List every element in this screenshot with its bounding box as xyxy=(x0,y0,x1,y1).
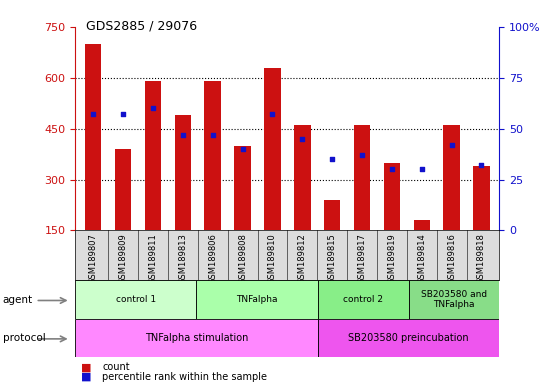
Text: SB203580 preincubation: SB203580 preincubation xyxy=(348,333,469,343)
Point xyxy=(148,105,157,111)
Text: control 1: control 1 xyxy=(116,295,156,304)
Point xyxy=(208,132,217,138)
Bar xyxy=(294,125,310,230)
Point xyxy=(447,142,456,148)
Point xyxy=(89,111,98,118)
Text: protocol: protocol xyxy=(3,333,46,343)
Bar xyxy=(413,220,430,230)
Point xyxy=(417,166,426,172)
Text: GSM189816: GSM189816 xyxy=(447,233,456,284)
Text: SB203580 and
TNFalpha: SB203580 and TNFalpha xyxy=(421,290,487,309)
Text: agent: agent xyxy=(3,295,33,305)
Text: ■: ■ xyxy=(81,372,92,382)
Point xyxy=(387,166,396,172)
Bar xyxy=(444,125,460,230)
Text: GSM189810: GSM189810 xyxy=(268,233,277,284)
Bar xyxy=(384,162,400,230)
Bar xyxy=(75,280,196,319)
Point xyxy=(298,136,307,142)
Point xyxy=(328,156,336,162)
Bar xyxy=(408,280,499,319)
Point xyxy=(179,132,187,138)
Bar xyxy=(145,81,161,230)
Text: percentile rank within the sample: percentile rank within the sample xyxy=(102,372,267,382)
Bar xyxy=(473,166,490,230)
Point xyxy=(477,162,486,168)
Text: GSM189809: GSM189809 xyxy=(119,233,128,284)
Bar xyxy=(115,149,131,230)
Text: GSM189813: GSM189813 xyxy=(179,233,187,284)
Bar xyxy=(75,319,318,357)
Text: GSM189806: GSM189806 xyxy=(208,233,217,284)
Bar xyxy=(196,280,318,319)
Text: TNFalpha: TNFalpha xyxy=(237,295,278,304)
Text: GSM189819: GSM189819 xyxy=(387,233,396,284)
Bar xyxy=(324,200,340,230)
Text: GSM189812: GSM189812 xyxy=(298,233,307,284)
Bar xyxy=(264,68,281,230)
Bar xyxy=(318,319,499,357)
Bar xyxy=(234,146,251,230)
Point xyxy=(238,146,247,152)
Text: GSM189818: GSM189818 xyxy=(477,233,486,284)
Text: GDS2885 / 29076: GDS2885 / 29076 xyxy=(86,19,198,32)
Text: ■: ■ xyxy=(81,362,92,372)
Text: control 2: control 2 xyxy=(343,295,383,304)
Point xyxy=(119,111,128,118)
Text: GSM189815: GSM189815 xyxy=(328,233,336,284)
Text: GSM189814: GSM189814 xyxy=(417,233,426,284)
Text: GSM189817: GSM189817 xyxy=(358,233,367,284)
Text: GSM189811: GSM189811 xyxy=(148,233,157,284)
Bar xyxy=(175,115,191,230)
Text: TNFalpha stimulation: TNFalpha stimulation xyxy=(145,333,248,343)
Point xyxy=(268,111,277,118)
Bar xyxy=(354,125,371,230)
Bar xyxy=(85,44,102,230)
Text: count: count xyxy=(102,362,130,372)
Bar xyxy=(204,81,221,230)
Text: GSM189807: GSM189807 xyxy=(89,233,98,284)
Point xyxy=(358,152,367,158)
Text: GSM189808: GSM189808 xyxy=(238,233,247,284)
Bar xyxy=(318,280,408,319)
